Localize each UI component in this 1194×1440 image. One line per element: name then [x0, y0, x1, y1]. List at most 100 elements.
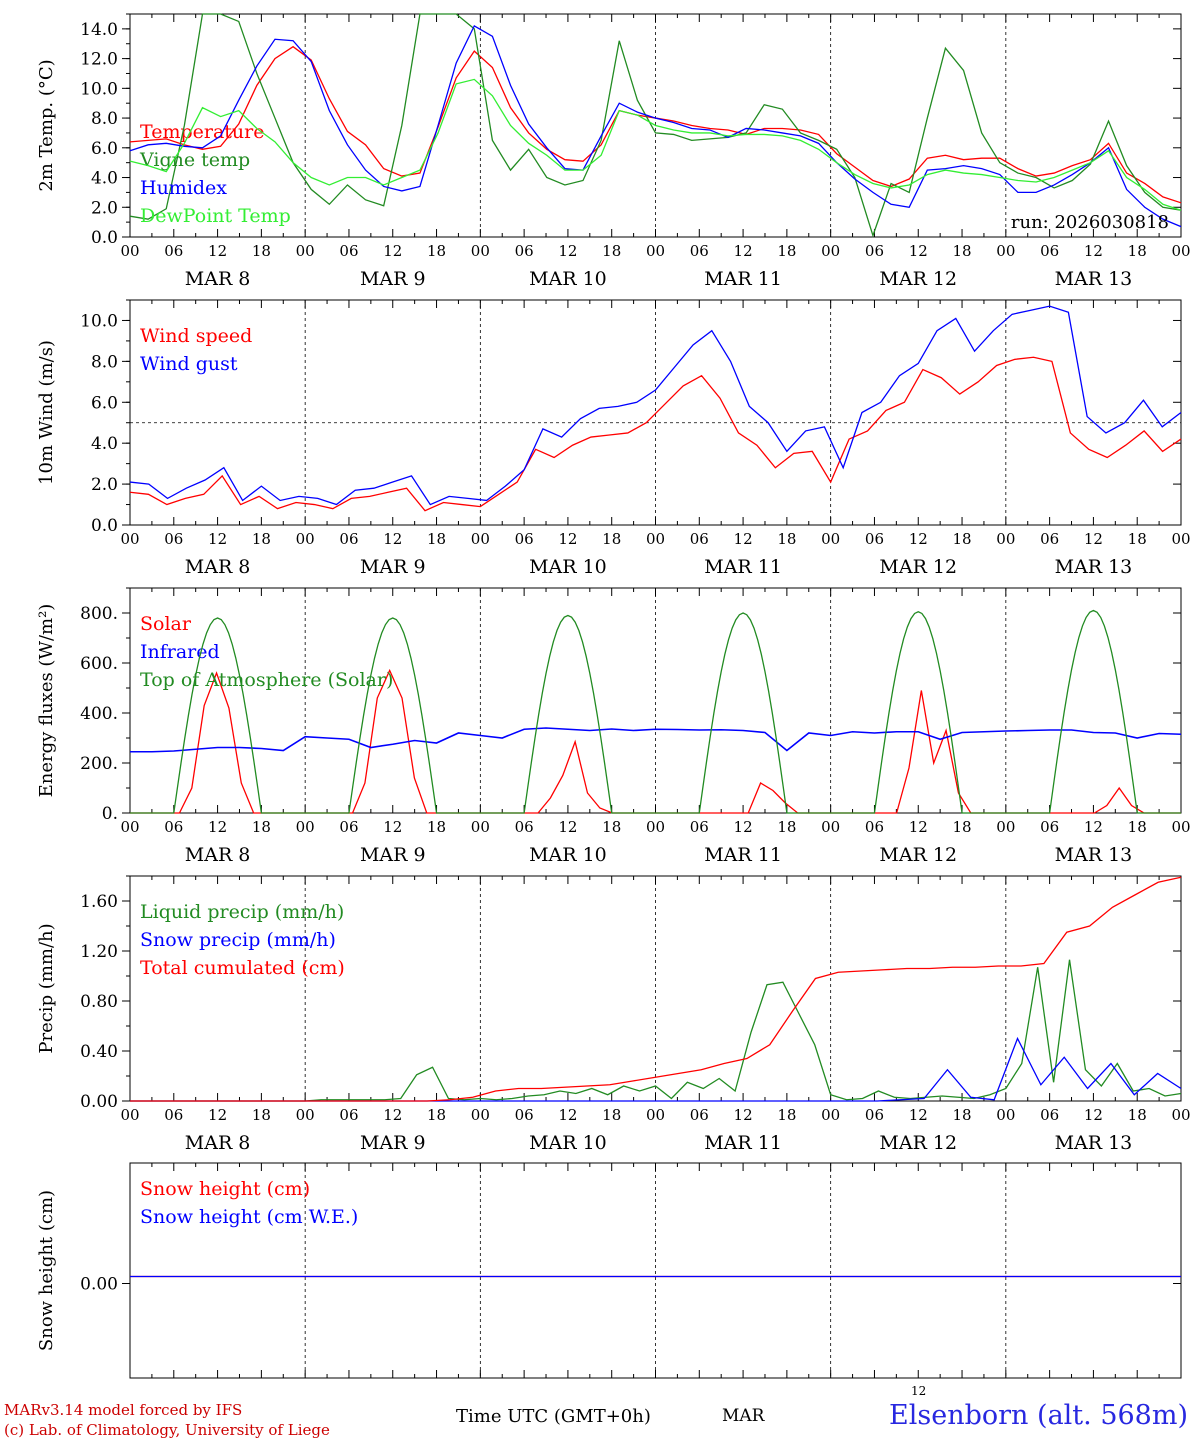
x-tick-label: 06: [339, 242, 358, 260]
legend-entry: Snow precip (mm/h): [140, 929, 336, 951]
legend-entry: Temperature: [140, 121, 264, 143]
day-label: MAR 12: [879, 268, 957, 290]
y-tick-label: 10.0: [80, 79, 118, 99]
x-tick-label: 12: [734, 818, 753, 836]
x-tick-label: 06: [1040, 1106, 1059, 1124]
x-tick-label: 18: [427, 818, 446, 836]
y-tick-label: 6.0: [91, 393, 118, 413]
x-tick-label: 12: [383, 818, 402, 836]
x-tick-label: 12: [909, 818, 928, 836]
panel-frame: [129, 299, 1182, 526]
legend-entry: Humidex: [140, 177, 227, 199]
x-tick-label: 12: [383, 242, 402, 260]
x-tick-label: 00: [821, 530, 840, 548]
y-tick-label: 6.0: [91, 139, 118, 159]
x-tick-label: 00: [120, 242, 139, 260]
y-tick-label: 0.: [102, 804, 118, 824]
day-label: MAR 8: [185, 556, 251, 578]
legend-entry: Wind gust: [140, 353, 238, 375]
x-tick-label: 06: [690, 1106, 709, 1124]
x-tick-label: 18: [952, 530, 971, 548]
x-tick-label: 12: [558, 530, 577, 548]
x-tick-label: 00: [646, 818, 665, 836]
x-tick-label: 06: [515, 1106, 534, 1124]
legend-entry: Total cumulated (cm): [140, 957, 345, 979]
y-tick-label: 0.0: [91, 228, 118, 248]
day-label: MAR 9: [360, 268, 426, 290]
day-label: MAR 8: [185, 844, 251, 866]
day-label: MAR 11: [704, 1132, 782, 1154]
x-tick-label: 18: [602, 1106, 621, 1124]
x-tick-label: 00: [1171, 242, 1190, 260]
x-tick-label: 00: [471, 1106, 490, 1124]
x-tick-label: 18: [602, 530, 621, 548]
x-tick-label: 12: [208, 1106, 227, 1124]
day-label: MAR 9: [360, 844, 426, 866]
y-tick-label: 0.00: [80, 1092, 118, 1112]
legend-entry: Infrared: [140, 641, 220, 663]
y-tick-label: 4.0: [91, 434, 118, 454]
x-tick-label: 06: [690, 242, 709, 260]
x-tick-label: 06: [339, 1106, 358, 1124]
x-tick-label: 00: [296, 242, 315, 260]
y-axis-title: Snow height (cm): [36, 1190, 57, 1351]
x-tick-label: 18: [952, 1106, 971, 1124]
day-label: MAR 12: [879, 844, 957, 866]
x-tick-label: 06: [164, 818, 183, 836]
y-axis-title: 2m Temp. (°C): [36, 59, 57, 191]
day-label: MAR 10: [529, 556, 607, 578]
x-tick-label: 12: [734, 1106, 753, 1124]
x-tick-label: 00: [471, 242, 490, 260]
x-tick-label: 18: [777, 242, 796, 260]
y-tick-label: 2.0: [91, 198, 118, 218]
y-tick-label: 200.: [80, 754, 118, 774]
series-line-humidex: [129, 24, 1182, 228]
x-tick-label: 12: [558, 1106, 577, 1124]
x-tick-label: 06: [515, 530, 534, 548]
day-label: MAR 8: [185, 1132, 251, 1154]
x-tick-label: 00: [296, 1106, 315, 1124]
x-tick-label: 18: [252, 818, 271, 836]
legend-entry: DewPoint Temp: [140, 205, 291, 227]
x-tick-label: 18: [777, 818, 796, 836]
x-tick-label: 18: [602, 242, 621, 260]
x-tick-label: 18: [602, 818, 621, 836]
series-line-dewpoint-temp: [129, 78, 1182, 211]
x-tick-label: 18: [252, 242, 271, 260]
y-tick-label: 4.0: [91, 169, 118, 189]
y-tick-label: 0.00: [80, 1275, 118, 1295]
x-tick-label: 06: [865, 1106, 884, 1124]
y-tick-label: 0.80: [80, 992, 118, 1012]
x-tick-label: 12: [734, 242, 753, 260]
legend-entry: Top of Atmosphere (Solar): [140, 669, 393, 691]
x-tick-label: 00: [821, 1106, 840, 1124]
y-axis-title: Energy fluxes (W/m²): [36, 604, 57, 798]
x-tick-label: 00: [996, 1106, 1015, 1124]
legend-entry: Vigne temp: [139, 149, 250, 171]
series-line-wind-speed: [129, 356, 1182, 512]
x-tick-label: 06: [865, 530, 884, 548]
x-tick-label: 06: [339, 818, 358, 836]
day-label: MAR 8: [185, 268, 251, 290]
footer-day: 12: [911, 1384, 927, 1398]
x-tick-label: 12: [558, 818, 577, 836]
x-tick-label: 00: [296, 818, 315, 836]
y-tick-label: 1.60: [80, 892, 118, 912]
x-tick-label: 00: [821, 818, 840, 836]
x-tick-label: 18: [1128, 242, 1147, 260]
x-tick-label: 00: [646, 242, 665, 260]
x-tick-label: 12: [909, 1106, 928, 1124]
x-tick-label: 06: [1040, 242, 1059, 260]
x-tick-label: 18: [1128, 530, 1147, 548]
y-axis-title: 10m Wind (m/s): [36, 340, 57, 485]
x-tick-label: 18: [427, 242, 446, 260]
x-tick-label: 00: [821, 242, 840, 260]
y-axis-title: Precip (mm/h): [36, 923, 57, 1053]
x-tick-label: 06: [865, 818, 884, 836]
credit-label: (c) Lab. of Climatology, University of L…: [4, 1421, 330, 1439]
x-tick-label: 06: [164, 1106, 183, 1124]
day-label: MAR 12: [879, 556, 957, 578]
x-tick-label: 18: [952, 818, 971, 836]
day-label: MAR 9: [360, 556, 426, 578]
x-tick-label: 00: [996, 818, 1015, 836]
